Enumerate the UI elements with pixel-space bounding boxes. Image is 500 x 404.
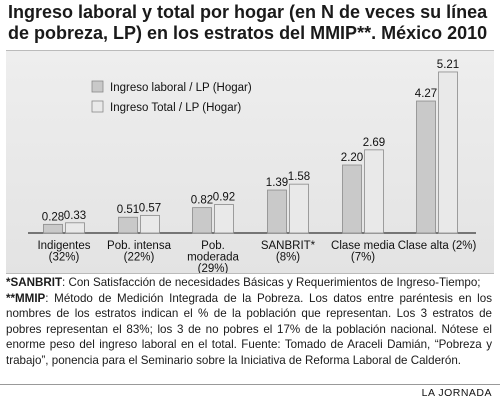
bar-total-3: [289, 183, 309, 234]
category-label: Clase alta (2%): [398, 240, 477, 252]
footnotes: *SANBRIT: Con Satisfacción de necesidade…: [6, 275, 492, 369]
bar-value-label: 4.27: [415, 88, 437, 100]
bar-value-label: 1.39: [266, 177, 288, 189]
sanbrit-definition: : Con Satisfacción de necesidades Básica…: [62, 276, 481, 289]
bar-value-label: 1.58: [288, 171, 310, 183]
bar-value-label: 0.92: [213, 192, 235, 204]
bar-value-label: 0.51: [117, 204, 139, 216]
bar-value-label: 2.69: [363, 137, 385, 149]
bar-value-label: 5.21: [437, 59, 459, 71]
bar-value-label: 0.57: [139, 202, 161, 214]
legend-swatch-0: [91, 80, 104, 93]
category-label: (32%): [49, 252, 80, 264]
chart-title: Ingreso laboral y total por hogar (en N …: [8, 2, 488, 43]
bar-value-label: 2.20: [341, 152, 363, 164]
bar-laboral-0: [43, 223, 63, 234]
bar-laboral-1: [118, 216, 138, 234]
bar-laboral-3: [267, 189, 287, 234]
mmip-key: **MMIP: [6, 291, 46, 305]
category-label: Indigentes: [37, 240, 90, 252]
brand-name: LA JORNADA: [421, 387, 492, 399]
bar-chart: 0.28 0.33 Indigentes(32%) 0.51 0.57 Pob. inte…: [28, 59, 477, 273]
legend-label-0: Ingreso laboral / LP (Hogar): [110, 82, 252, 94]
category-label: (7%): [351, 252, 375, 264]
sanbrit-key: *SANBRIT: [6, 276, 63, 289]
bar-total-2: [214, 204, 234, 234]
chart-area: 0.28 0.33 Indigentes (32%) 0.51 0.57 Pob. inte…: [6, 50, 494, 274]
category-label: (8%): [276, 252, 300, 264]
bar-total-0: [65, 222, 85, 234]
bar-laboral-2: [192, 207, 212, 234]
footer: LA JORNADA: [0, 384, 500, 404]
category-label: (22%): [124, 252, 155, 264]
bar-value-label: 0.82: [191, 195, 213, 207]
category-label: Pob.: [201, 240, 225, 252]
mmip-definition: : Método de Medición Integrada de la Pob…: [6, 291, 492, 367]
legend-swatch-1: [91, 100, 104, 113]
bar-total-4: [364, 149, 384, 234]
legend-label-1: Ingreso Total / LP (Hogar): [110, 102, 241, 114]
category-label: Clase media: [331, 240, 396, 252]
bar-total-1: [140, 214, 160, 234]
category-label: SANBRIT*: [261, 240, 316, 252]
category-label: moderada: [187, 252, 239, 264]
bar-laboral-5: [416, 100, 436, 234]
category-label: (29%): [198, 263, 229, 273]
bar-value-label: 0.33: [64, 210, 86, 222]
bar-total-5: [438, 71, 458, 234]
bar-value-label: 0.28: [42, 211, 64, 223]
category-label: Pob. intensa: [107, 240, 172, 252]
bar-laboral-4: [342, 164, 362, 234]
